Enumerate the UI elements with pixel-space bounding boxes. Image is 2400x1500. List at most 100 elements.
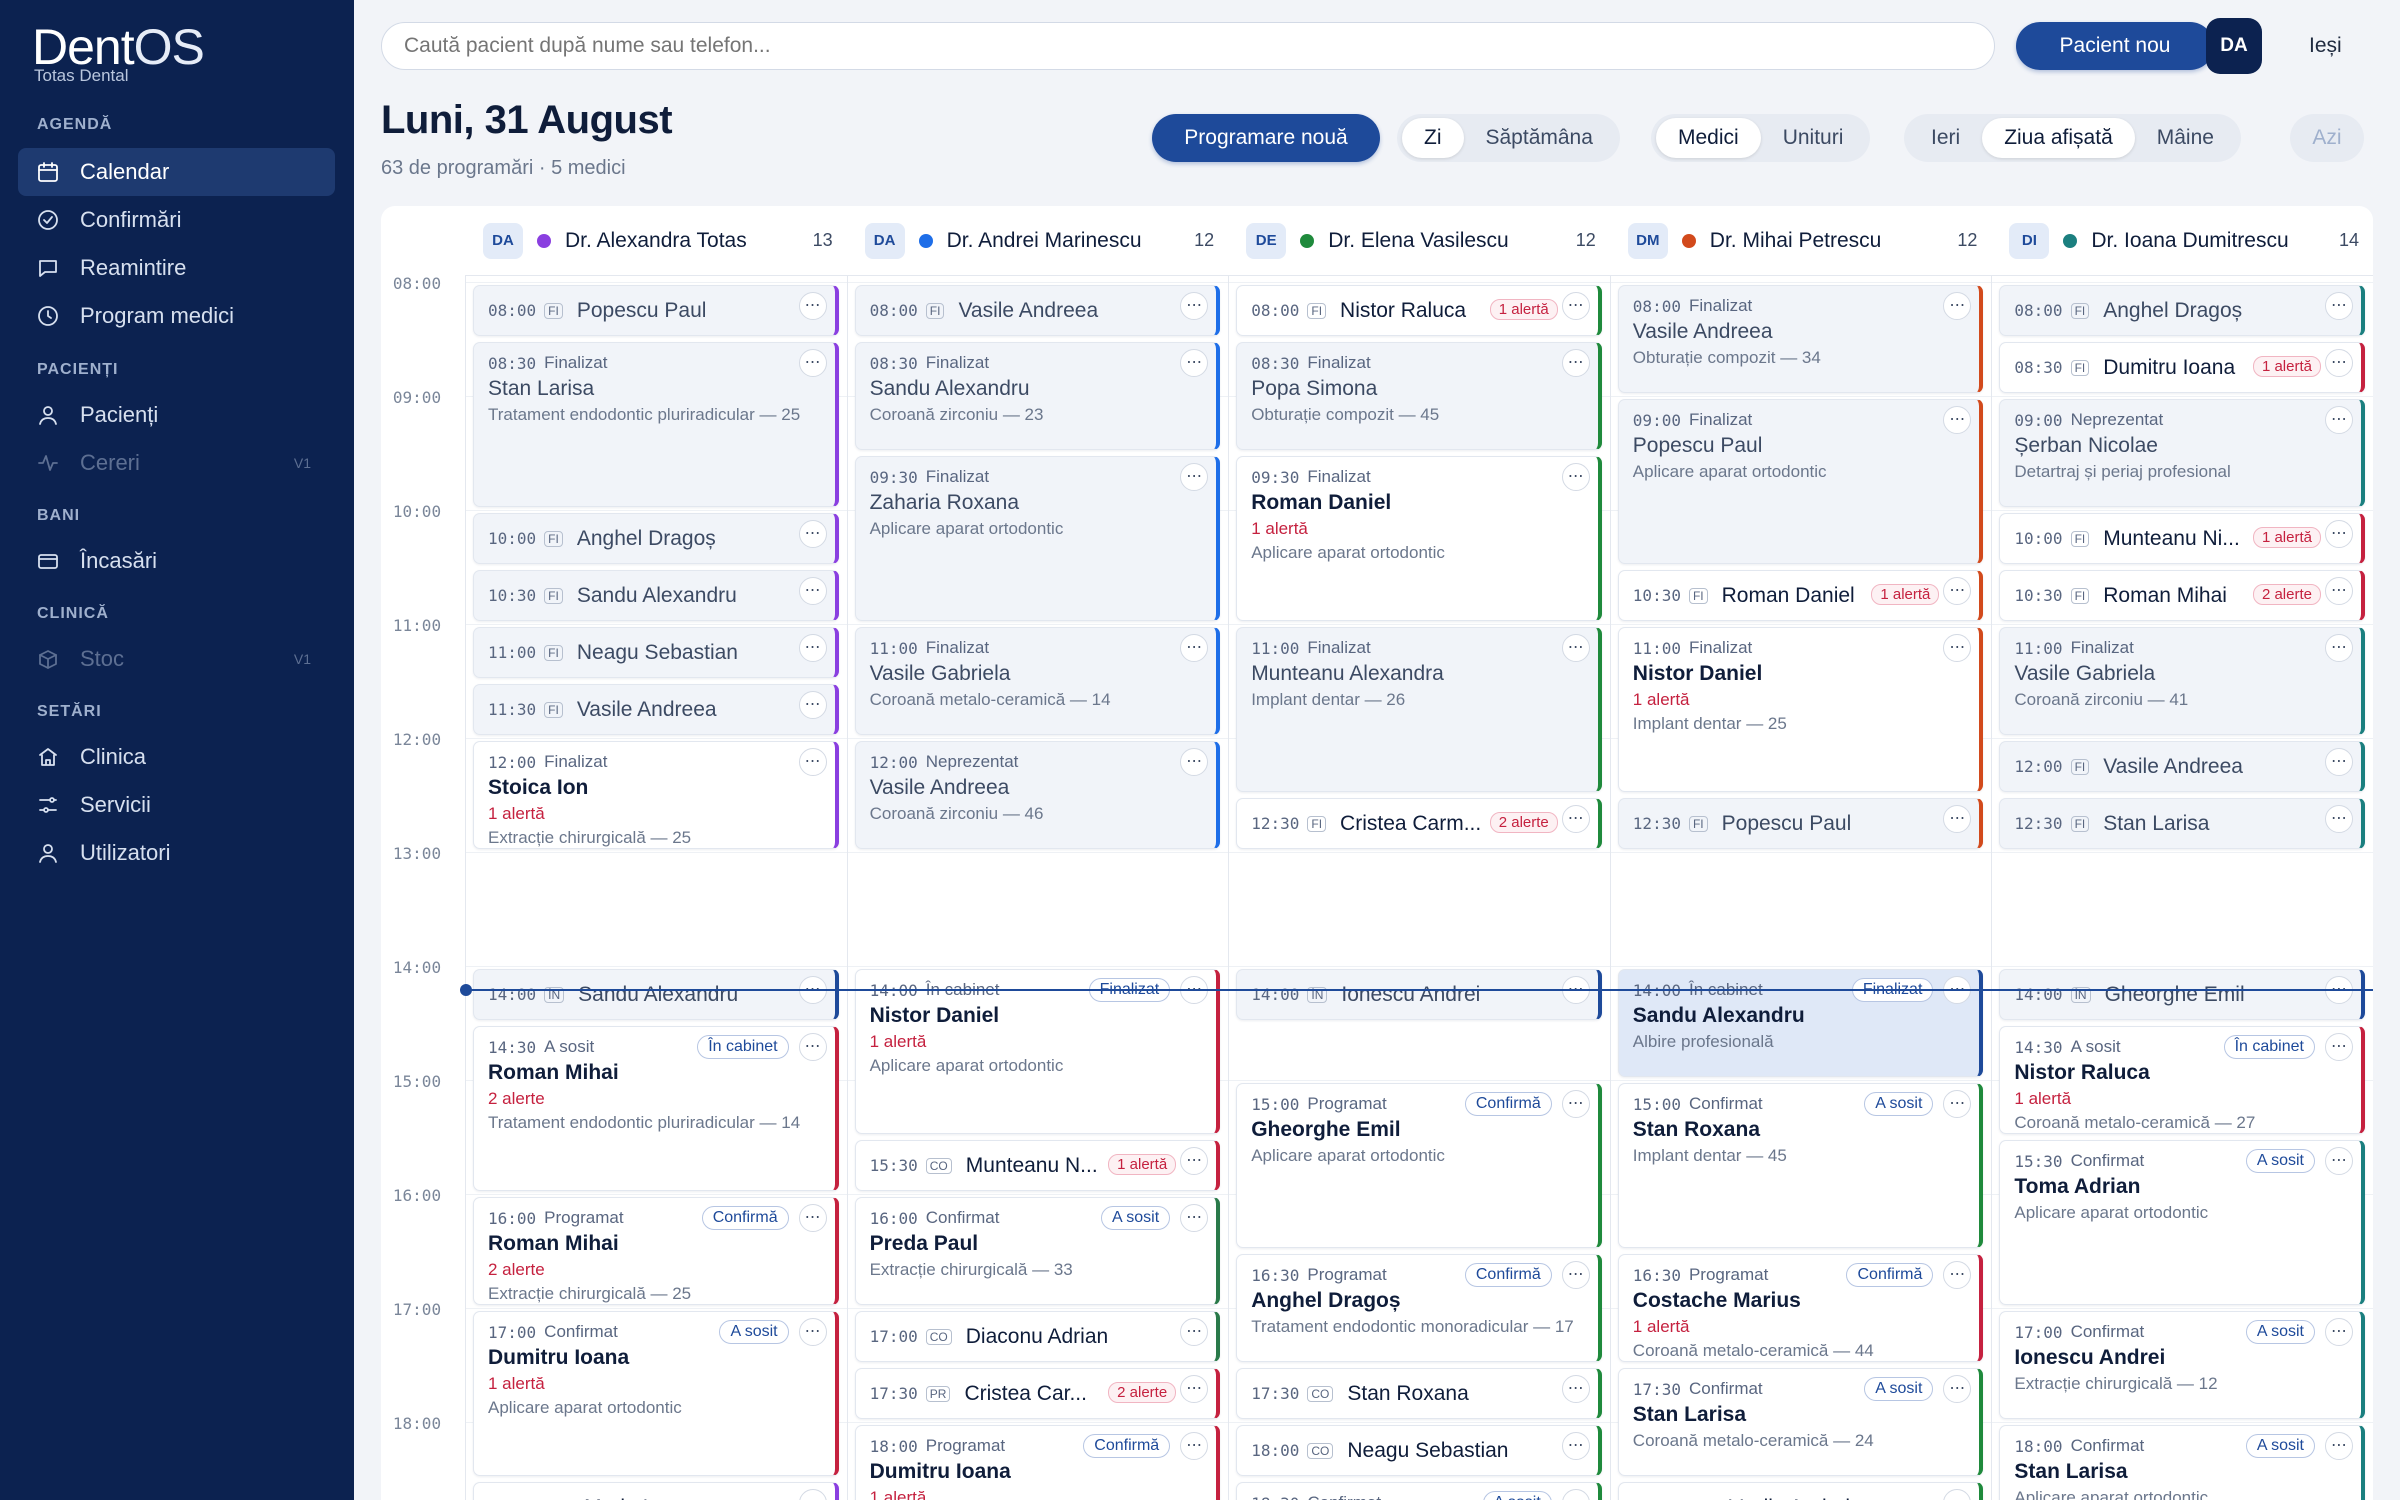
appointment-card[interactable]: 09:00 Finalizat Popescu Paul Aplicare apar… — [1617, 399, 1984, 564]
appointment-card[interactable]: 11:00 FI Neagu Sebastian ⋯ — [473, 627, 839, 678]
appointment-card[interactable]: 16:00 Confirmat Preda Paul Extracție chiru… — [854, 1197, 1221, 1305]
doctor-column-header[interactable]: DA Dr. Andrei Marinescu 12 — [846, 206, 1229, 276]
appointment-card[interactable]: 11:00 Finalizat Nistor Daniel 1 alertă Impl… — [1617, 627, 1984, 792]
appointment-card[interactable]: 10:30 FI Roman Daniel 1 alertă ⋯ — [1617, 570, 1984, 621]
appointment-card[interactable]: 15:00 Programat Gheorghe Emil Aplicare apa… — [1236, 1083, 1602, 1248]
sidebar-item[interactable]: Încasări — [18, 537, 335, 585]
appointment-card[interactable]: 10:30 FI Sandu Alexandru ⋯ — [473, 570, 839, 621]
status-action-button[interactable]: A sosit — [2245, 1320, 2315, 1344]
appointment-card[interactable]: 11:00 Finalizat Vasile Gabriela Coroană zi… — [1999, 627, 2365, 735]
appointment-card[interactable]: 18:00 CO Neagu Sebastian ⋯ — [1236, 1425, 1602, 1476]
appointment-card[interactable]: 10:00 FI Anghel Dragoș ⋯ — [473, 513, 839, 564]
appointment-card[interactable]: 08:30 Finalizat Popa Simona Obturație comp… — [1236, 342, 1602, 450]
new-appointment-button[interactable]: Programare nouă — [1152, 114, 1380, 162]
status-action-button[interactable]: În cabinet — [2223, 1035, 2315, 1059]
more-icon[interactable]: ⋯ — [798, 1489, 827, 1500]
status-action-button[interactable]: A sosit — [2245, 1149, 2315, 1173]
more-icon[interactable]: ⋯ — [1561, 634, 1590, 662]
more-icon[interactable]: ⋯ — [798, 349, 827, 377]
status-action-button[interactable]: A sosit — [1864, 1377, 1934, 1401]
more-icon[interactable]: ⋯ — [1943, 805, 1972, 833]
more-icon[interactable]: ⋯ — [1561, 463, 1590, 491]
more-icon[interactable]: ⋯ — [1180, 1432, 1209, 1460]
appointment-card[interactable]: 17:00 Confirmat Ionescu Andrei Extracție c… — [1999, 1311, 2365, 1419]
appointment-card[interactable]: 08:30 Finalizat Stan Larisa Tratament endo… — [473, 342, 839, 507]
sidebar-item[interactable]: Servicii — [18, 781, 335, 829]
more-icon[interactable]: ⋯ — [798, 691, 827, 719]
appointment-card[interactable]: 18:30 Confirmat A sosit ⋯ — [1236, 1482, 1602, 1500]
sidebar-item[interactable]: Utilizatori — [18, 829, 335, 877]
appointment-card[interactable]: 17:00 Confirmat Dumitru Ioana 1 alertă Apli… — [473, 1311, 839, 1476]
more-icon[interactable]: ⋯ — [1943, 1261, 1972, 1289]
appointment-card[interactable]: 14:30 A sosit Nistor Raluca 1 alertă Coroan… — [1999, 1026, 2365, 1134]
doctor-column-header[interactable]: DM Dr. Mihai Petrescu 12 — [1609, 206, 1992, 276]
more-icon[interactable]: ⋯ — [1180, 1318, 1209, 1346]
more-icon[interactable]: ⋯ — [1561, 1375, 1590, 1403]
appointment-card[interactable]: 08:00 FI Anghel Dragoș ⋯ — [1999, 285, 2365, 336]
sidebar-item[interactable]: Program medici — [18, 292, 335, 340]
appointment-card[interactable]: 17:00 CO Diaconu Adrian ⋯ — [854, 1311, 1221, 1362]
appointment-card[interactable]: 08:00 FI Vasile Andreea ⋯ — [854, 285, 1221, 336]
next-day-button[interactable]: Mâine — [2156, 126, 2214, 149]
appointment-card[interactable]: 14:00 ÎN Ionescu Andrei ⋯ — [1236, 969, 1602, 1020]
more-icon[interactable]: ⋯ — [1943, 577, 1972, 605]
more-icon[interactable]: ⋯ — [1561, 1489, 1590, 1500]
tab-medici[interactable]: Medici — [1656, 118, 1761, 158]
appointment-card[interactable]: 12:00 FI Vasile Andreea ⋯ — [1999, 741, 2365, 792]
search-input[interactable] — [381, 22, 1995, 70]
sidebar-item[interactable]: Calendar — [18, 148, 335, 196]
sidebar-item[interactable]: Clinica — [18, 733, 335, 781]
appointment-card[interactable]: 18:30COMarin I.⋯ — [473, 1482, 839, 1500]
more-icon[interactable]: ⋯ — [1943, 406, 1972, 434]
more-icon[interactable]: ⋯ — [1943, 1090, 1972, 1118]
appointment-card[interactable]: 17:30 Confirmat Stan Larisa Coroană metalo… — [1617, 1368, 1984, 1476]
shown-day-button[interactable]: Ziua afișată — [1982, 118, 2135, 158]
more-icon[interactable]: ⋯ — [2324, 1147, 2353, 1175]
appointment-card[interactable]: 15:30 CO Munteanu N... 1 alertă ⋯ — [854, 1140, 1221, 1191]
more-icon[interactable]: ⋯ — [798, 520, 827, 548]
sidebar-item[interactable]: Confirmări — [18, 196, 335, 244]
appointment-card[interactable]: 17:30 PR Cristea Car... 2 alerte ⋯ — [854, 1368, 1221, 1419]
appointment-card[interactable]: 18:00 Confirmat Stan Larisa Aplicare apara… — [1999, 1425, 2365, 1500]
status-action-button[interactable]: A sosit — [1101, 1206, 1171, 1230]
more-icon[interactable]: ⋯ — [1943, 634, 1972, 662]
more-icon[interactable]: ⋯ — [1561, 1261, 1590, 1289]
more-icon[interactable]: ⋯ — [1561, 292, 1590, 320]
more-icon[interactable]: ⋯ — [798, 577, 827, 605]
appointment-card[interactable]: 14:00 ÎN Sandu Alexandru ⋯ — [473, 969, 839, 1020]
doctor-column-header[interactable]: DI Dr. Ioana Dumitrescu 14 — [1991, 206, 2373, 276]
status-action-button[interactable]: A sosit — [719, 1320, 789, 1344]
more-icon[interactable]: ⋯ — [2324, 1033, 2353, 1061]
appointment-card[interactable]: 11:30 FI Vasile Andreea ⋯ — [473, 684, 839, 735]
logout-link[interactable]: Ieși — [2309, 34, 2342, 57]
appointment-card[interactable]: 08:00 FI Nistor Raluca 1 alertă ⋯ — [1236, 285, 1602, 336]
appointment-card[interactable]: 14:00 În cabinet Nistor Daniel 1 alertă Apl… — [854, 969, 1221, 1134]
more-icon[interactable]: ⋯ — [2324, 1318, 2353, 1346]
appointment-card[interactable]: 09:00 Neprezentat Șerban Nicolae Detartraj… — [1999, 399, 2365, 507]
appointment-card[interactable]: 12:00 Finalizat Stoica Ion 1 alertă Extracț… — [473, 741, 839, 849]
more-icon[interactable]: ⋯ — [1180, 1204, 1209, 1232]
more-icon[interactable]: ⋯ — [2324, 577, 2353, 605]
today-button[interactable]: Azi — [2290, 114, 2364, 162]
more-icon[interactable]: ⋯ — [1180, 292, 1209, 320]
more-icon[interactable]: ⋯ — [1943, 292, 1972, 320]
appointment-card[interactable]: 10:00 FI Munteanu Ni... 1 alertă ⋯ — [1999, 513, 2365, 564]
tab-zi[interactable]: Zi — [1402, 118, 1464, 158]
appointment-card[interactable]: 17:30 CO Stan Roxana ⋯ — [1236, 1368, 1602, 1419]
appointment-card[interactable]: 08:30 Finalizat Sandu Alexandru Coroană zi… — [854, 342, 1221, 450]
sidebar-item[interactable]: Stoc V1 — [18, 635, 335, 683]
sidebar-item[interactable]: Reamintire — [18, 244, 335, 292]
more-icon[interactable]: ⋯ — [2324, 805, 2353, 833]
status-action-button[interactable]: A sosit — [2245, 1434, 2315, 1458]
more-icon[interactable]: ⋯ — [1943, 1375, 1972, 1403]
status-action-button[interactable]: Confirmă — [1464, 1263, 1552, 1287]
appointment-card[interactable]: 09:30 Finalizat Zaharia Roxana Aplicare ap… — [854, 456, 1221, 621]
more-icon[interactable]: ⋯ — [798, 634, 827, 662]
appointment-card[interactable]: 16:00 Programat Roman Mihai 2 alerte Extrac… — [473, 1197, 839, 1305]
status-action-button[interactable]: A sosit — [1482, 1491, 1552, 1500]
more-icon[interactable]: ⋯ — [2324, 292, 2353, 320]
appointment-card[interactable]: 08:00 FI Popescu Paul ⋯ — [473, 285, 839, 336]
appointment-card[interactable]: 14:00 ÎN Gheorghe Emil ⋯ — [1999, 969, 2365, 1020]
more-icon[interactable]: ⋯ — [2324, 349, 2353, 377]
sidebar-item[interactable]: Pacienți — [18, 391, 335, 439]
